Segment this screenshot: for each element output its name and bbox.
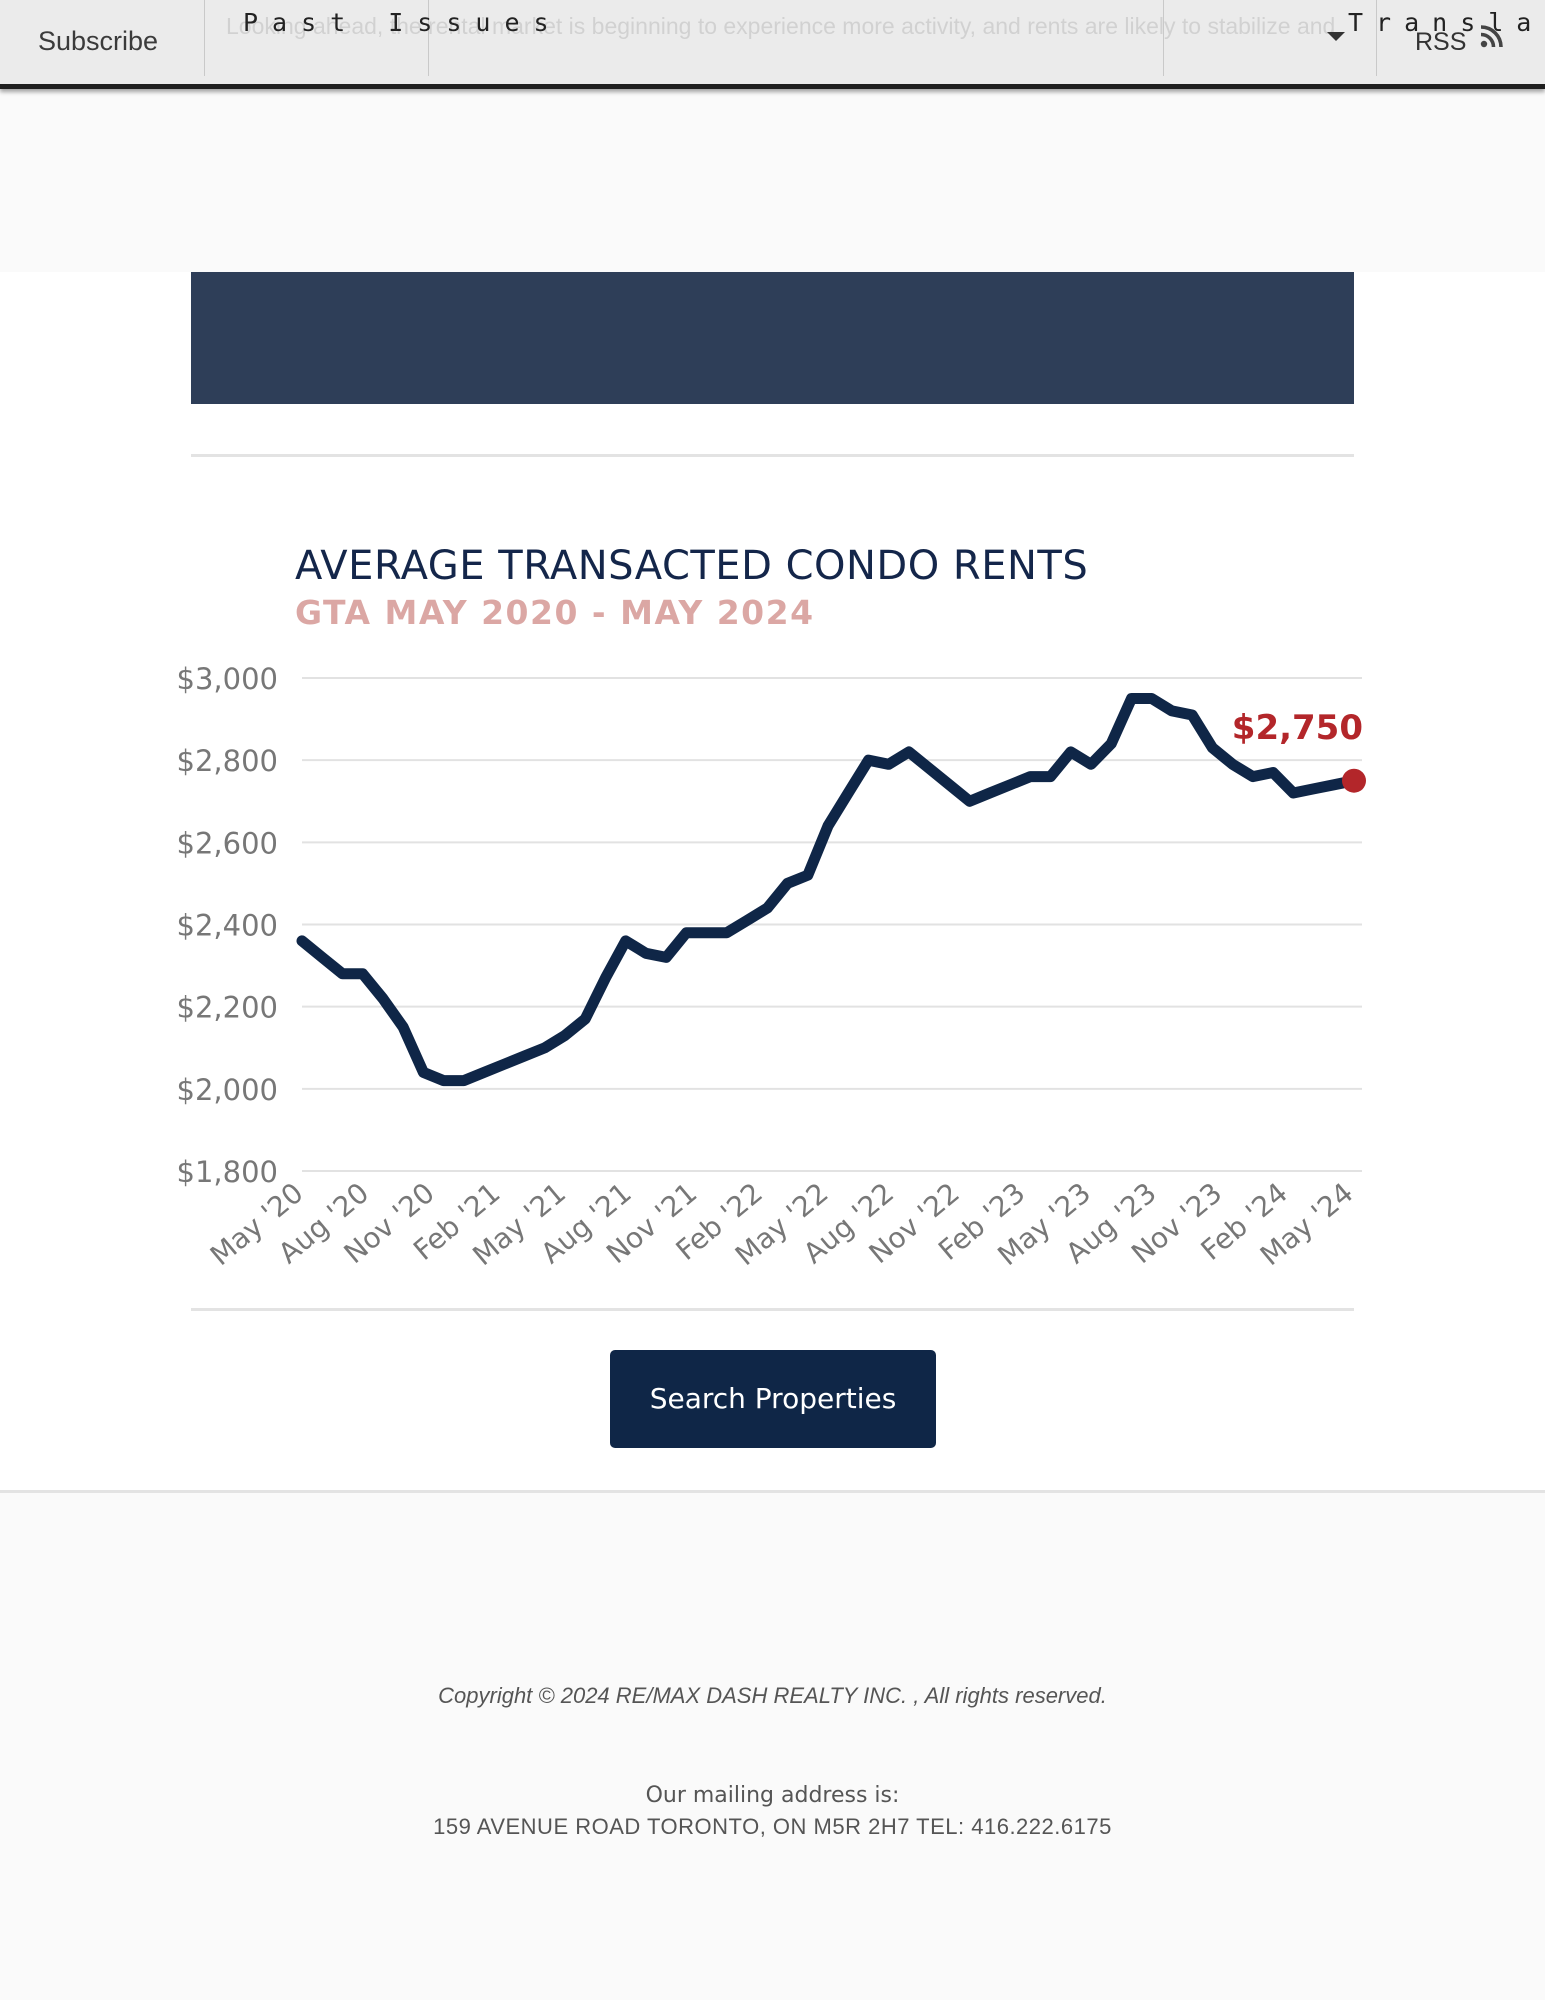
y-tick-label: $2,800 [177, 744, 278, 778]
y-tick-label: $2,600 [177, 826, 278, 860]
y-tick-label: $2,400 [177, 909, 278, 943]
past-issues-link[interactable]: Past Issues [243, 8, 563, 37]
y-tick-label: $1,800 [177, 1155, 278, 1189]
divider-top [191, 454, 1354, 457]
condo-rents-chart: AVERAGE TRANSACTED CONDO RENTS GTA MAY 20… [177, 543, 1366, 1272]
y-tick-label: $3,000 [177, 662, 278, 696]
content-card: AVERAGE TRANSACTED CONDO RENTS GTA MAY 20… [0, 272, 1545, 1493]
mailing-address-label: Our mailing address is: [645, 1783, 900, 1808]
y-tick-label: $2,200 [177, 991, 278, 1025]
copyright-text: Copyright © 2024 RE/MAX DASH REALTY INC.… [438, 1683, 1107, 1708]
rss-icon[interactable] [1478, 24, 1504, 50]
rss-link[interactable]: RSS [1415, 28, 1467, 56]
divider-bottom [191, 1308, 1354, 1311]
header-banner [191, 272, 1354, 404]
translate-link[interactable]: Translate [1348, 8, 1545, 37]
top-nav-bar: Looking ahead, the rental market is begi… [0, 0, 1545, 89]
mailing-address: 159 AVENUE ROAD TORONTO, ON M5R 2H7 TEL:… [433, 1814, 1112, 1839]
nav-divider [1376, 0, 1377, 76]
chart-subtitle: GTA MAY 2020 - MAY 2024 [295, 593, 815, 632]
chevron-down-icon[interactable] [1327, 32, 1345, 41]
search-properties-button[interactable]: Search Properties [610, 1350, 936, 1448]
subscribe-link[interactable]: Subscribe [38, 26, 159, 56]
footer: Copyright © 2024 RE/MAX DASH REALTY INC.… [0, 1493, 1545, 2000]
end-value-label: $2,750 [1232, 708, 1363, 748]
end-point-marker [1342, 768, 1366, 793]
series-line [296, 693, 1360, 1087]
nav-divider [1163, 0, 1164, 76]
y-tick-label: $2,000 [177, 1073, 278, 1107]
chart-title: AVERAGE TRANSACTED CONDO RENTS [295, 543, 1088, 589]
background-article-text: Looking ahead, the rental market is begi… [226, 13, 1336, 39]
nav-divider [204, 0, 205, 76]
nav-divider [428, 0, 429, 76]
